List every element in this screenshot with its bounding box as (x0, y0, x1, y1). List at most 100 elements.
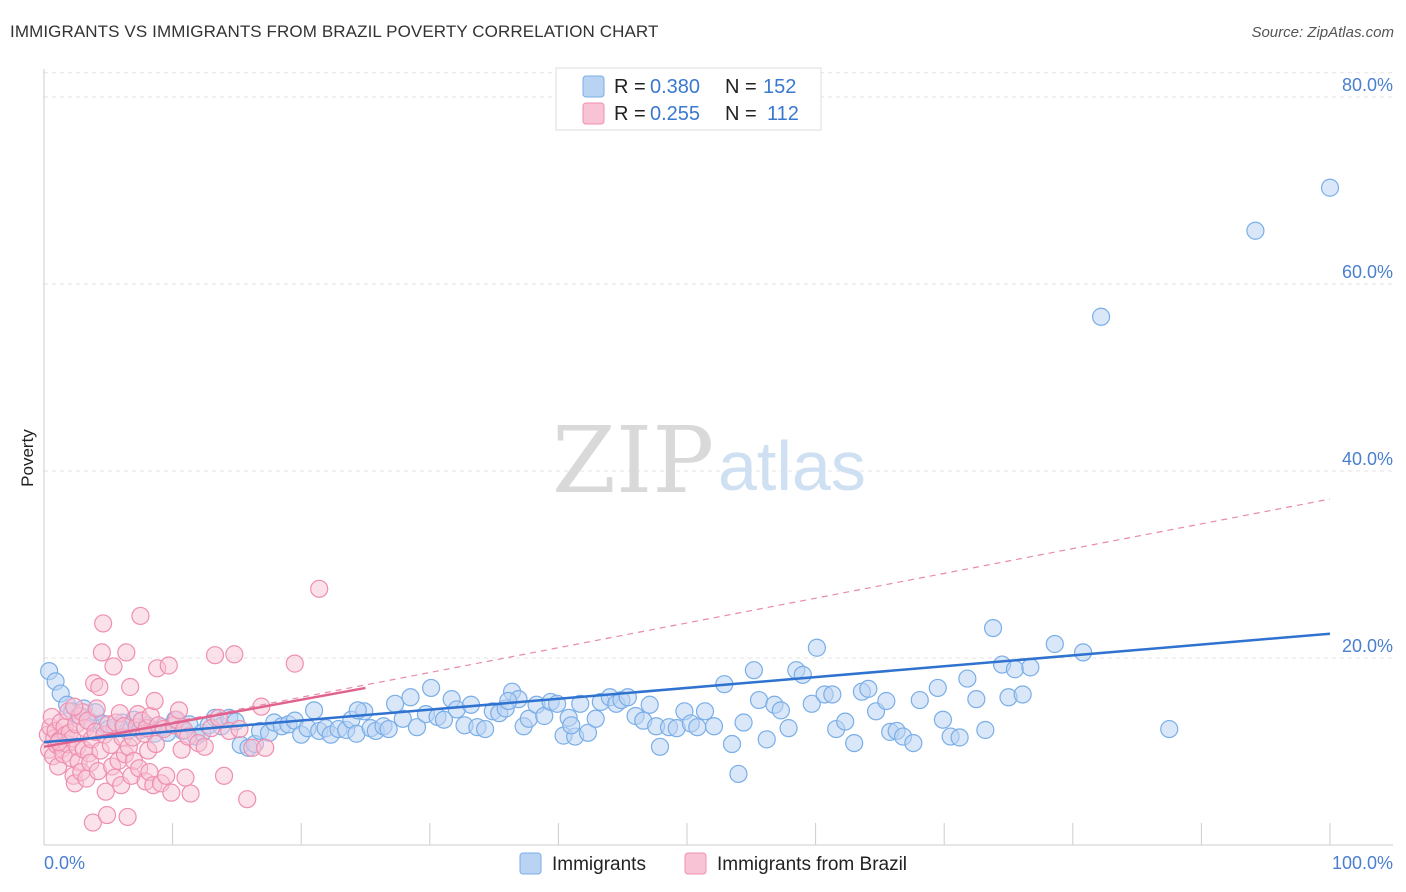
point-immigrants-134 (958, 669, 977, 688)
point-brazil-46 (97, 805, 117, 825)
point-immigrants-148 (1320, 178, 1340, 197)
x-tick-label-min: 0.0% (44, 853, 85, 873)
point-immigrants-115 (807, 638, 826, 657)
point-immigrants-143 (1045, 634, 1064, 654)
gridlines (44, 72, 1393, 659)
point-immigrants-106 (744, 661, 763, 680)
point-immigrants-136 (976, 720, 995, 740)
point-immigrants-56 (401, 688, 420, 707)
point-immigrants-111 (779, 719, 798, 738)
watermark-atlas: atlas (718, 427, 866, 505)
point-brazil-79 (146, 734, 165, 754)
legend-n-value-1: 152 (763, 76, 796, 98)
point-brazil-59 (117, 643, 136, 662)
legend-r-label-2: R = (614, 103, 646, 125)
y-tick-labels: 20.0% 40.0% 60.0% 80.0% (1342, 75, 1393, 656)
correlation-legend: R = 0.380 N = 152 R = 0.255 N = 112 (555, 67, 822, 131)
y-tick-label-3: 80.0% (1342, 75, 1393, 95)
point-brazil-43 (94, 614, 113, 633)
point-immigrants-151 (562, 716, 581, 735)
point-immigrants-59 (421, 678, 441, 698)
point-immigrants-140 (1005, 660, 1025, 679)
point-immigrants-82 (571, 694, 590, 713)
bottom-legend-immigrants: Immigrants (552, 854, 646, 875)
watermark-zip: ZIP (552, 407, 714, 514)
point-immigrants-141 (1013, 685, 1032, 704)
point-brazil-94 (181, 784, 200, 803)
bottom-legend-brazil: Immigrants from Brazil (717, 854, 907, 875)
trendline-brazil-extended (43, 498, 1331, 748)
chart-title: IMMIGRANTS VS IMMIGRANTS FROM BRAZIL POV… (10, 22, 659, 41)
point-brazil-86 (162, 783, 181, 802)
point-immigrants-100 (695, 702, 715, 721)
point-brazil-78 (145, 691, 164, 711)
point-brazil-92 (176, 768, 195, 787)
point-immigrants-130 (928, 678, 947, 698)
bottom-legend-swatch-brazil (684, 852, 707, 875)
point-immigrants-117 (823, 685, 842, 704)
point-immigrants-142 (1021, 658, 1040, 677)
point-immigrants-54 (385, 694, 405, 713)
point-immigrants-113 (793, 665, 812, 684)
point-brazil-104 (238, 790, 257, 809)
point-brazil-42 (92, 643, 111, 662)
point-immigrants-147 (1246, 221, 1265, 240)
series-immigrants-points (40, 178, 1340, 784)
point-brazil-108 (285, 654, 304, 673)
point-immigrants-92 (640, 695, 659, 714)
point-brazil-45 (96, 782, 115, 801)
point-brazil-35 (83, 813, 102, 832)
legend-r-label-1: R = (614, 76, 646, 98)
point-brazil-100 (214, 766, 234, 785)
point-brazil-85 (159, 656, 178, 675)
point-immigrants-114 (802, 694, 821, 713)
x-tick-label-max: 100.0% (1332, 853, 1393, 873)
point-brazil-62 (121, 677, 140, 697)
trendline-immigrants (43, 632, 1331, 744)
point-immigrants-129 (910, 690, 929, 710)
bottom-legend-swatch-immigrants (519, 852, 542, 875)
point-brazil-98 (205, 646, 225, 665)
point-brazil-50 (104, 657, 123, 676)
point-immigrants-131 (933, 710, 953, 729)
point-immigrants-105 (734, 713, 753, 732)
legend-swatch-brazil (582, 102, 605, 125)
legend-r-value-2: 0.255 (650, 103, 700, 125)
point-immigrants-107 (749, 690, 769, 710)
point-brazil-103 (230, 719, 249, 739)
axes (43, 69, 1393, 846)
point-immigrants-122 (859, 679, 878, 698)
point-brazil-60 (118, 807, 137, 827)
point-immigrants-135 (967, 690, 986, 709)
point-immigrants-104 (729, 764, 748, 784)
point-immigrants-57 (407, 718, 427, 737)
watermark: ZIP atlas (552, 407, 866, 514)
legend-n-label-2: N = (725, 103, 757, 125)
y-tick-label-0: 20.0% (1342, 636, 1393, 656)
point-immigrants-137 (983, 618, 1003, 638)
point-immigrants-124 (877, 691, 896, 711)
y-axis-label: Poverty (18, 429, 37, 487)
point-immigrants-145 (1160, 719, 1179, 739)
point-brazil-89 (169, 701, 189, 720)
point-immigrants-108 (757, 730, 776, 749)
point-brazil-40 (90, 677, 109, 697)
point-immigrants-119 (836, 712, 855, 731)
point-immigrants-144 (1073, 643, 1093, 662)
trendlines (43, 498, 1331, 749)
point-immigrants-55 (393, 709, 412, 728)
point-brazil-69 (131, 606, 150, 626)
point-immigrants-128 (904, 733, 923, 753)
point-immigrants-41 (304, 701, 324, 720)
point-brazil-38 (87, 699, 106, 718)
point-immigrants-120 (845, 733, 864, 753)
point-immigrants-84 (586, 709, 605, 728)
y-tick-label-2: 60.0% (1342, 262, 1393, 282)
legend-swatch-immigrants (582, 75, 605, 98)
series-brazil-points (38, 579, 329, 832)
point-brazil-84 (157, 766, 176, 785)
point-brazil-102 (225, 645, 244, 664)
point-immigrants-99 (688, 718, 707, 737)
point-immigrants-110 (771, 701, 790, 720)
